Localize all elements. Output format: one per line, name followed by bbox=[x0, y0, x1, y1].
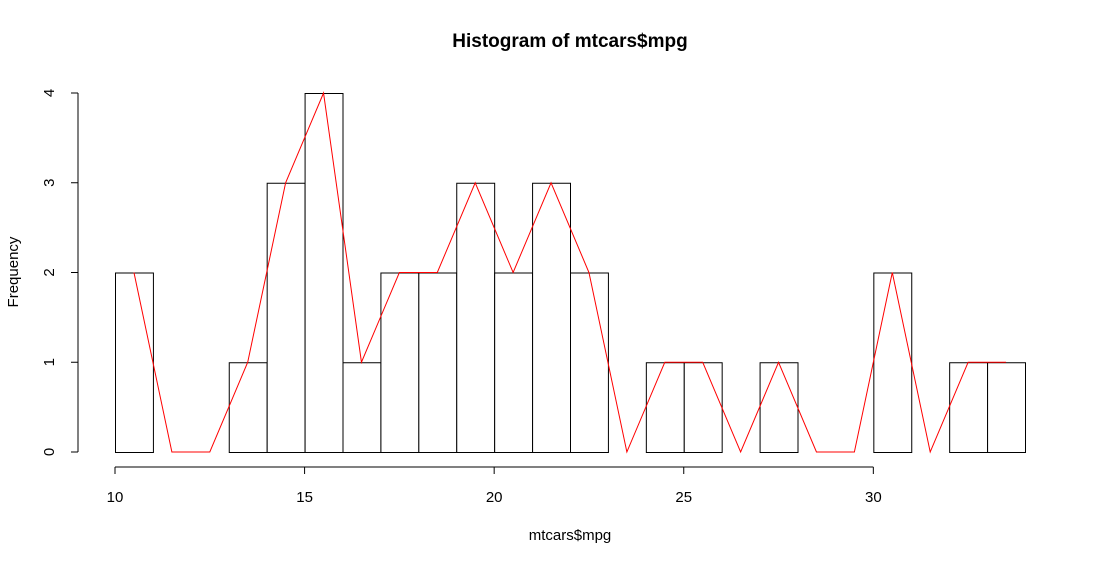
histogram-bar bbox=[456, 182, 496, 453]
histogram-bar bbox=[494, 272, 534, 453]
frequency-polygon bbox=[133, 91, 1007, 454]
histogram-bar bbox=[380, 272, 420, 453]
y-tick-label: 4 bbox=[41, 89, 58, 97]
histogram-bar bbox=[532, 182, 571, 453]
histogram-bar bbox=[266, 182, 306, 453]
histogram-bar bbox=[759, 362, 799, 453]
y-tick-label: 3 bbox=[41, 179, 58, 187]
x-axis-label: mtcars$mpg bbox=[529, 527, 612, 544]
histogram-bar bbox=[115, 272, 154, 453]
histogram-bar bbox=[418, 272, 458, 453]
y-tick-label: 2 bbox=[41, 268, 58, 276]
histogram-bar bbox=[645, 362, 685, 453]
x-tick-label: 25 bbox=[675, 489, 692, 506]
x-tick-label: 20 bbox=[486, 489, 503, 506]
frequency-line bbox=[133, 91, 1007, 454]
histogram-bar bbox=[949, 362, 989, 453]
histogram-bar bbox=[987, 362, 1026, 453]
y-axis: 0 1 2 3 4 bbox=[41, 89, 79, 456]
histogram-bar bbox=[304, 93, 344, 453]
y-tick-label: 0 bbox=[41, 448, 58, 456]
histogram-bar bbox=[873, 272, 913, 453]
x-axis: 10 15 20 25 30 bbox=[107, 466, 882, 506]
x-tick-label: 30 bbox=[865, 489, 882, 506]
histogram-bar bbox=[570, 272, 609, 453]
histogram-bar bbox=[228, 362, 268, 453]
histogram-bar bbox=[683, 362, 723, 453]
chart-title: Histogram of mtcars$mpg bbox=[452, 31, 687, 52]
histogram-bar bbox=[342, 362, 382, 453]
histogram-bars bbox=[115, 93, 1026, 453]
x-tick-label: 15 bbox=[296, 489, 313, 506]
x-tick-label: 10 bbox=[107, 489, 124, 506]
y-tick-label: 1 bbox=[41, 358, 58, 366]
y-axis-label: Frequency bbox=[5, 236, 22, 307]
